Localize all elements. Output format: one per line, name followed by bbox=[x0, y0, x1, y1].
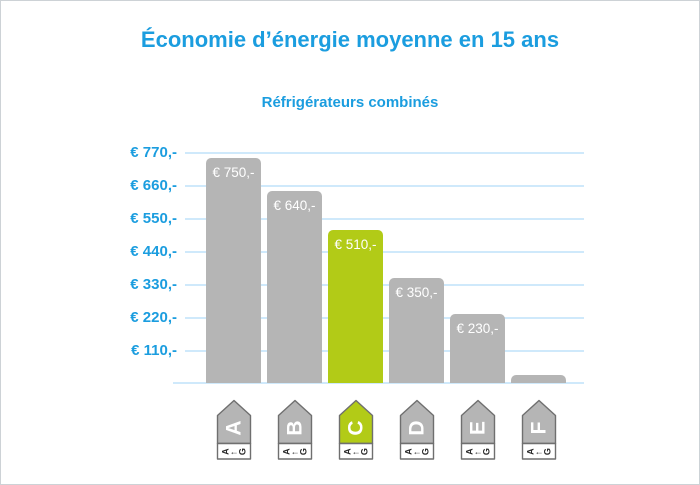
energy-scale-arrow-icon: ← bbox=[473, 447, 482, 457]
gridline bbox=[185, 251, 584, 253]
energy-tag-f: F A ← G bbox=[521, 399, 556, 460]
energy-scale-arrow-icon: ← bbox=[290, 447, 299, 457]
energy-scale-to: G bbox=[298, 448, 308, 455]
y-axis-tick-label: € 110,- bbox=[131, 342, 177, 359]
energy-scale-from: A bbox=[220, 448, 230, 455]
chart-subtitle: Réfrigérateurs combinés bbox=[261, 94, 439, 111]
energy-scale-to: G bbox=[359, 448, 369, 455]
energy-scale-from: A bbox=[403, 448, 413, 455]
energy-scale-arrow-icon: ← bbox=[534, 447, 543, 457]
energy-scale-to: G bbox=[481, 448, 491, 455]
bar-value-label: € 350,- bbox=[395, 285, 438, 300]
energy-tag-row: A A ← G B A ← G C A ← G D A ← G bbox=[185, 399, 584, 463]
energy-scale-from: A bbox=[525, 448, 535, 455]
energy-tag-a: A A ← G bbox=[216, 399, 251, 460]
energy-scale-arrow-icon: ← bbox=[229, 447, 238, 457]
y-axis-tick-label: € 220,- bbox=[130, 309, 177, 326]
energy-class-letter: F bbox=[527, 421, 550, 434]
bar-class-b: € 640,- bbox=[267, 191, 322, 383]
energy-tag-b: B A ← G bbox=[277, 399, 312, 460]
bar-class-e: € 230,- bbox=[450, 314, 505, 383]
y-axis-tick-label: € 330,- bbox=[130, 276, 177, 293]
gridline bbox=[185, 350, 584, 352]
energy-tag-e: E A ← G bbox=[460, 399, 495, 460]
energy-scale-to: G bbox=[420, 448, 430, 455]
bar-class-a: € 750,- bbox=[206, 158, 261, 383]
y-axis-tick-label: € 550,- bbox=[130, 210, 177, 227]
energy-tag-d: D A ← G bbox=[399, 399, 434, 460]
gridline bbox=[185, 152, 584, 154]
bar-value-label: € 510,- bbox=[334, 237, 377, 252]
gridline bbox=[185, 317, 584, 319]
y-axis-tick-label: € 770,- bbox=[130, 144, 177, 161]
gridline bbox=[185, 284, 584, 286]
energy-class-letter: E bbox=[466, 421, 489, 435]
bar-class-d: € 350,- bbox=[389, 278, 444, 383]
bar-class-f bbox=[511, 375, 566, 383]
energy-scale-to: G bbox=[237, 448, 247, 455]
x-axis-baseline bbox=[173, 382, 584, 384]
energy-scale-from: A bbox=[342, 448, 352, 455]
energy-scale-arrow-icon: ← bbox=[351, 447, 360, 457]
page-title: Économie d’énergie moyenne en 15 ans bbox=[140, 27, 560, 52]
energy-scale-to: G bbox=[542, 448, 552, 455]
energy-scale-arrow-icon: ← bbox=[412, 447, 421, 457]
bar-value-label: € 230,- bbox=[456, 321, 499, 336]
bar-class-c: € 510,- bbox=[328, 230, 383, 383]
gridline bbox=[185, 218, 584, 220]
gridline bbox=[185, 185, 584, 187]
y-axis-tick-label: € 440,- bbox=[130, 243, 177, 260]
energy-class-letter: C bbox=[344, 420, 367, 435]
y-axis-tick-label: € 660,- bbox=[130, 177, 177, 194]
energy-scale-from: A bbox=[464, 448, 474, 455]
bar-value-label: € 640,- bbox=[273, 198, 316, 213]
plot-area: € 750,- € 640,- € 510,- € 350,- € 230,- bbox=[173, 1, 584, 384]
energy-tag-c: C A ← G bbox=[338, 399, 373, 460]
energy-class-letter: B bbox=[283, 420, 306, 435]
energy-class-letter: D bbox=[405, 420, 428, 435]
energy-class-letter: A bbox=[222, 420, 245, 435]
energy-scale-from: A bbox=[281, 448, 291, 455]
bar-value-label: € 750,- bbox=[212, 165, 255, 180]
